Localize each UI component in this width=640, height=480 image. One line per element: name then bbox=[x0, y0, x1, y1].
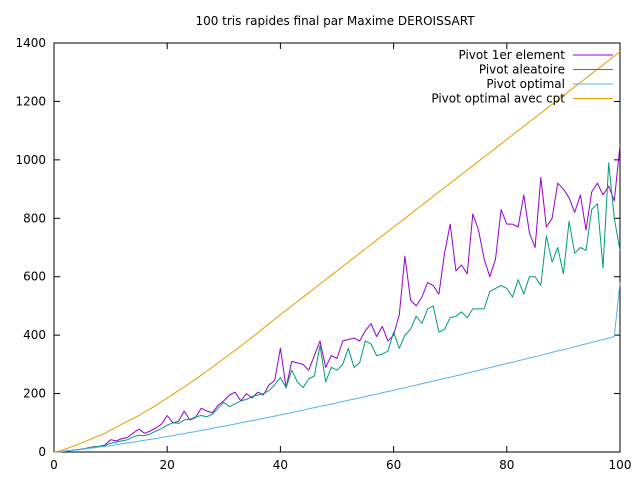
plot-frame bbox=[53, 42, 621, 453]
legend-label-pivot-optimal-avec-cpt: Pivot optimal avec cpt bbox=[431, 92, 565, 106]
y-tick-label: 1400 bbox=[15, 36, 46, 50]
x-tick-label: 80 bbox=[499, 458, 514, 472]
series-layer bbox=[53, 51, 621, 453]
series-line-pivot-aleatoire bbox=[53, 162, 621, 453]
y-tick-label: 600 bbox=[23, 270, 46, 284]
legend-label-pivot-aleatoire: Pivot aleatoire bbox=[479, 63, 565, 77]
y-tick-label: 0 bbox=[38, 445, 46, 459]
y-tick-label: 400 bbox=[23, 328, 46, 342]
x-tick-label: 20 bbox=[160, 458, 175, 472]
series-line-pivot-optimal bbox=[53, 282, 621, 453]
legend-label-pivot-1er-element: Pivot 1er element bbox=[458, 48, 565, 62]
x-tick-label: 0 bbox=[50, 458, 58, 472]
x-tick-label: 100 bbox=[609, 458, 632, 472]
series-line-pivot-optimal-avec-cpt bbox=[53, 51, 621, 453]
legend-label-pivot-optimal: Pivot optimal bbox=[486, 77, 565, 91]
y-tick-label: 1200 bbox=[15, 94, 46, 108]
y-tick-label: 1000 bbox=[15, 153, 46, 167]
x-tick-label: 60 bbox=[386, 458, 401, 472]
y-tick-label: 200 bbox=[23, 387, 46, 401]
series-line-pivot-1er-element bbox=[53, 145, 621, 453]
chart-title: 100 tris rapides final par Maxime DEROIS… bbox=[195, 14, 475, 28]
x-tick-label: 40 bbox=[273, 458, 288, 472]
y-tick-label: 800 bbox=[23, 211, 46, 225]
